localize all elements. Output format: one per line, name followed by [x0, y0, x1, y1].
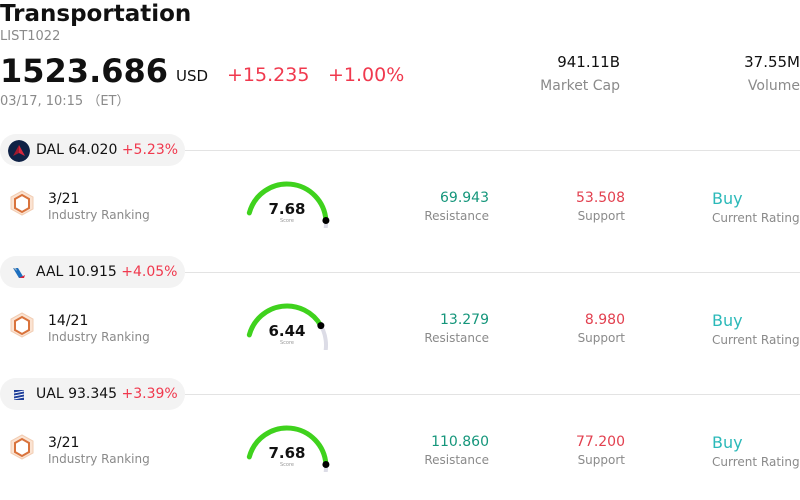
page-title: Transportation	[0, 1, 192, 27]
score-label: Score	[279, 218, 294, 224]
stock-chip-aal[interactable]: AAL 10.915 +4.05%	[0, 256, 185, 288]
index-code: LIST1022	[0, 29, 61, 44]
stock-section: AAL 10.915 +4.05% 14/21 Industry Ranking…	[0, 256, 800, 378]
score-gauge	[246, 425, 330, 472]
support-label: Support	[577, 209, 625, 223]
resistance-label: Resistance	[424, 209, 489, 223]
resistance-value: 110.860	[431, 434, 489, 450]
section-divider	[185, 394, 800, 395]
volume-label: Volume	[747, 78, 800, 94]
market-cap-label: Market Cap	[540, 78, 620, 94]
stock-change-percent: +5.23%	[121, 142, 179, 158]
score-value: 6.44	[268, 322, 306, 340]
industry-ranking-value: 14/21	[48, 313, 89, 329]
score-gauge	[246, 303, 328, 350]
current-rating-label: Current Rating	[712, 333, 800, 347]
current-rating-value[interactable]: Buy	[712, 189, 743, 208]
gauge-fill	[246, 425, 329, 467]
support-label: Support	[577, 453, 625, 467]
industry-ranking-label: Industry Ranking	[48, 452, 150, 466]
current-rating-label: Current Rating	[712, 455, 800, 469]
american-airlines-logo-icon	[8, 262, 30, 284]
resistance-value: 69.943	[440, 190, 489, 206]
currency-label: USD	[176, 67, 209, 85]
ranking-hexagon-icon	[10, 312, 34, 338]
volume-value: 37.55M	[744, 53, 800, 71]
industry-ranking-label: Industry Ranking	[48, 208, 150, 222]
resistance-value: 13.279	[440, 312, 489, 328]
stock-change-percent: +4.05%	[121, 264, 178, 280]
stock-price: 10.915	[67, 264, 117, 280]
gauge-fill	[246, 303, 324, 338]
index-price: 1523.686	[0, 52, 169, 90]
ranking-hexagon-icon	[10, 190, 34, 216]
current-rating-label: Current Rating	[712, 211, 800, 225]
ranking-hexagon-icon	[10, 434, 34, 460]
score-label: Score	[279, 340, 294, 346]
stock-price: 64.020	[68, 142, 118, 158]
price-change-percent: +1.00%	[328, 64, 405, 86]
stock-price: 93.345	[68, 386, 118, 402]
gauge-marker	[317, 322, 325, 330]
industry-ranking-value: 3/21	[48, 435, 80, 451]
support-value: 77.200	[576, 434, 625, 450]
gauge-fill	[246, 181, 329, 223]
stock-section: DAL 64.020 +5.23% 3/21 Industry Ranking …	[0, 134, 800, 256]
stock-chip-ual[interactable]: UAL 93.345 +3.39%	[0, 378, 185, 410]
industry-ranking-value: 3/21	[48, 191, 80, 207]
score-value: 7.68	[268, 200, 306, 218]
support-label: Support	[577, 331, 625, 345]
current-rating-value[interactable]: Buy	[712, 311, 743, 330]
stock-change-percent: +3.39%	[121, 386, 178, 402]
score-value: 7.68	[268, 444, 306, 462]
resistance-label: Resistance	[424, 453, 489, 467]
resistance-label: Resistance	[424, 331, 489, 345]
industry-ranking-label: Industry Ranking	[48, 330, 150, 344]
gauge-marker	[322, 216, 330, 224]
stock-ticker: UAL	[36, 386, 64, 402]
gauge-marker	[322, 460, 330, 468]
stock-ticker: DAL	[36, 142, 64, 158]
score-label: Score	[279, 462, 294, 468]
section-divider	[185, 150, 800, 151]
price-change: +15.235	[227, 64, 310, 86]
stock-section: UAL 93.345 +3.39% 3/21 Industry Ranking …	[0, 378, 800, 500]
market-cap-value: 941.11B	[557, 53, 620, 71]
current-rating-value[interactable]: Buy	[712, 433, 743, 452]
quote-timestamp: 03/17, 10:15 （ET）	[0, 94, 130, 109]
support-value: 8.980	[584, 312, 625, 328]
delta-logo-icon	[8, 140, 30, 162]
score-gauge	[246, 181, 330, 228]
stock-ticker: AAL	[36, 264, 64, 280]
united-logo-icon	[8, 384, 30, 406]
support-value: 53.508	[576, 190, 625, 206]
stock-chip-dal[interactable]: DAL 64.020 +5.23%	[0, 134, 185, 166]
section-divider	[185, 272, 800, 273]
